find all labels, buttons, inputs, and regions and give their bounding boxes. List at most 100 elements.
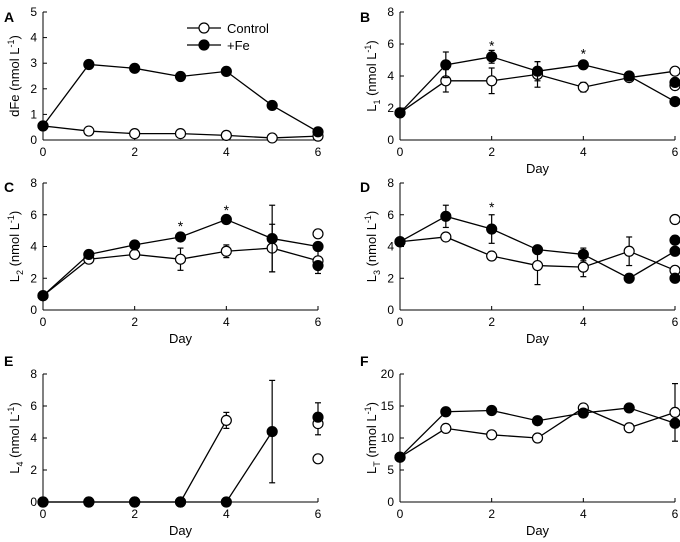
x-axis-label: Day [169,331,193,346]
significance-star: * [178,218,184,234]
data-point-fe [669,272,680,284]
data-point-fe [669,245,680,257]
data-point-fe [220,65,232,77]
data-point-fe [669,76,680,88]
x-tick-label: 6 [315,507,322,521]
data-point-fe [129,239,141,251]
x-axis-label: Day [526,331,550,346]
data-point-fe [531,65,544,77]
data-point-fe [266,99,278,112]
data-point-fe [83,496,95,508]
y-tick-label: 6 [30,208,37,222]
data-point-control [312,453,324,465]
y-tick-label: 3 [30,56,37,70]
x-tick-label: 2 [131,145,138,159]
data-point-fe [83,248,95,261]
panel-b: 0 2 4 6 8 0 2 4 6 B Day L1 (nmol L-1) * * [360,5,680,176]
x-tick-label: 6 [672,145,679,159]
legend-marker-control [198,22,210,34]
x-tick-label: 4 [580,315,587,329]
y-tick-label: 0 [387,133,394,147]
data-point-control [669,65,680,77]
x-axis-label: Day [526,161,550,176]
data-point-control [220,414,232,426]
data-point-control [312,228,324,240]
y-tick-label: 2 [387,271,394,285]
panel-label: F [360,353,369,369]
y-tick-label: 15 [381,399,395,413]
data-point-fe [394,451,406,463]
data-point-fe [486,404,498,417]
x-tick-label: 2 [488,315,495,329]
y-tick-label: 6 [387,37,394,51]
x-tick-label: 0 [397,507,404,521]
data-point-control [266,132,278,144]
x-tick-label: 4 [223,315,230,329]
data-point-control [486,250,498,262]
data-point-fe [669,417,680,429]
series-control [394,383,680,463]
data-point-fe [394,107,406,119]
data-point-control [220,245,232,257]
series-line-fe [43,431,273,503]
data-point-fe [669,234,680,246]
data-point-fe [266,426,278,438]
data-point-control [83,125,95,137]
y-tick-label: 20 [381,367,395,381]
data-point-control [669,213,680,226]
data-point-fe [312,259,324,272]
series-fe [394,402,680,463]
x-tick-label: 6 [315,145,322,159]
data-point-fe [531,415,544,427]
y-tick-label: 8 [30,176,37,190]
series-fe [37,379,278,508]
data-point-fe [312,411,324,423]
data-point-fe [174,496,187,508]
y-tick-label: 1 [30,107,37,121]
x-tick-label: 0 [397,315,404,329]
y-tick-label: 4 [30,31,37,45]
series-fe [394,204,680,284]
series-line-control [43,420,227,503]
x-tick-label: 0 [40,315,47,329]
data-point-control [486,429,498,441]
series-control [394,231,680,286]
y-axis-label: L1 (nmol L-1) [363,40,382,112]
data-point-fe [37,290,49,302]
significance-star: * [224,202,230,218]
x-axis-label: Day [526,523,550,538]
data-point-control [440,231,452,243]
data-point-fe [312,240,324,253]
data-point-control [623,422,635,434]
y-tick-label: 2 [387,101,394,115]
panel-label: C [4,179,14,195]
x-tick-label: 6 [672,507,679,521]
data-point-fe [577,248,589,261]
data-point-fe [37,496,49,508]
y-tick-label: 2 [30,271,37,285]
data-point-control [174,253,187,265]
series-fe [37,58,324,138]
legend-label-control: Control [227,21,269,36]
x-tick-label: 2 [488,507,495,521]
y-tick-label: 10 [381,431,395,445]
x-tick-label: 4 [223,507,230,521]
panel-label: D [360,179,370,195]
y-tick-label: 0 [30,133,37,147]
y-axis-label: L3 (nmol L-1) [363,211,382,283]
y-tick-label: 8 [387,176,394,190]
data-point-fe [486,223,498,235]
data-point-control [129,248,141,261]
data-point-fe [129,62,141,74]
data-point-fe [394,236,406,248]
data-point-fe [440,59,452,71]
x-tick-label: 4 [580,507,587,521]
data-point-fe [174,70,187,83]
data-point-control [129,128,141,140]
y-tick-label: 0 [30,495,37,509]
significance-star: * [489,199,495,215]
x-tick-label: 4 [580,145,587,159]
data-point-fe [623,402,635,414]
x-tick-label: 6 [672,315,679,329]
